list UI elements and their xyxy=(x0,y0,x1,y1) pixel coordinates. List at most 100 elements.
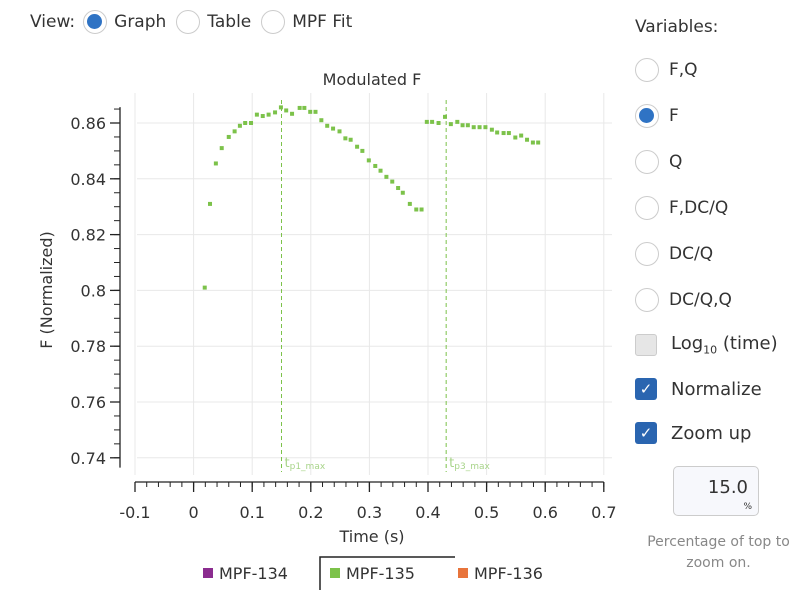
data-point xyxy=(414,207,419,212)
radio[interactable] xyxy=(635,288,659,312)
data-point xyxy=(360,148,365,153)
data-point xyxy=(302,105,307,110)
data-point xyxy=(331,126,336,131)
variables-panel: Variables: F,Q F Q F,DC/Q DC/Q DC/Q,Q Lo… xyxy=(635,17,778,455)
data-point xyxy=(430,119,435,124)
x-tick-label: 0 xyxy=(189,503,199,522)
view-option-label: Graph xyxy=(114,12,167,32)
y-axis: 0.74 0.76 0.78 0.8 0.82 0.84 0.86 xyxy=(70,107,121,468)
view-option-mpf-fit[interactable]: MPF Fit xyxy=(261,10,352,34)
data-point xyxy=(278,105,283,110)
view-option-table[interactable]: Table xyxy=(176,10,251,34)
data-point xyxy=(308,109,313,114)
data-point xyxy=(400,190,405,195)
legend-swatch xyxy=(458,568,468,578)
annotation-label: tp3_max xyxy=(449,456,490,472)
variable-option-q[interactable]: Q xyxy=(635,139,778,185)
data-point xyxy=(465,123,470,128)
variable-label: Q xyxy=(669,152,683,172)
data-point xyxy=(290,111,295,116)
legend-active-marker xyxy=(319,556,455,590)
legend-label: MPF-136 xyxy=(474,564,543,583)
variable-label: DC/Q,Q xyxy=(669,290,732,310)
radio[interactable] xyxy=(635,58,659,82)
radio-table[interactable] xyxy=(176,10,201,34)
variable-option-f-dcq[interactable]: F,DC/Q xyxy=(635,185,778,231)
log-time-checkbox-row[interactable]: Log10 (time) xyxy=(635,323,778,367)
y-tick-label: 0.86 xyxy=(70,114,106,133)
zoom-percentage-value[interactable]: 15.0 xyxy=(707,477,748,498)
data-point xyxy=(536,140,541,145)
radio-graph[interactable] xyxy=(83,10,108,34)
y-tick-label: 0.82 xyxy=(70,226,106,245)
data-point xyxy=(513,135,518,140)
zoom-up-checkbox[interactable]: ✓ xyxy=(635,422,657,444)
data-point xyxy=(366,158,371,163)
data-point xyxy=(260,114,265,119)
variable-label: F,DC/Q xyxy=(669,198,729,218)
log-time-checkbox[interactable] xyxy=(635,334,657,356)
data-point xyxy=(506,131,511,136)
normalize-label: Normalize xyxy=(671,378,762,400)
data-point xyxy=(384,174,389,179)
view-option-graph[interactable]: Graph xyxy=(83,10,166,34)
annotation-label: tp1_max xyxy=(285,456,326,472)
view-option-label: Table xyxy=(207,12,252,32)
y-tick-label: 0.74 xyxy=(70,449,106,468)
data-point xyxy=(297,105,302,110)
data-point xyxy=(232,129,237,134)
variable-label: DC/Q xyxy=(669,244,714,264)
view-option-label: MPF Fit xyxy=(292,12,353,32)
data-point xyxy=(237,123,242,128)
radio[interactable] xyxy=(635,150,659,174)
radio[interactable] xyxy=(635,196,659,220)
legend-swatch xyxy=(330,568,340,578)
normalize-checkbox[interactable]: ✓ xyxy=(635,378,657,400)
data-point xyxy=(226,134,231,139)
legend-swatch xyxy=(203,568,213,578)
grid xyxy=(134,93,612,475)
data-point xyxy=(208,201,213,206)
zoom-up-checkbox-row[interactable]: ✓ Zoom up xyxy=(635,411,778,455)
variable-label: F xyxy=(669,106,679,126)
data-point xyxy=(284,108,289,113)
data-points xyxy=(202,105,541,290)
data-point xyxy=(489,127,494,132)
data-point xyxy=(483,125,488,130)
x-tick-label: 0.1 xyxy=(239,503,264,522)
data-point xyxy=(442,114,447,119)
variable-option-dcq-q[interactable]: DC/Q,Q xyxy=(635,277,778,323)
radio-mpf-fit[interactable] xyxy=(261,10,286,34)
y-axis-label: F (Normalized) xyxy=(37,231,56,349)
data-point xyxy=(530,140,535,145)
variables-title: Variables: xyxy=(635,17,719,37)
normalize-checkbox-row[interactable]: ✓ Normalize xyxy=(635,367,778,411)
data-point xyxy=(202,285,207,290)
variable-option-dcq[interactable]: DC/Q xyxy=(635,231,778,277)
variable-option-f[interactable]: F xyxy=(635,93,778,139)
log-time-label: Log10 (time) xyxy=(671,333,778,357)
data-point xyxy=(471,125,476,130)
data-point xyxy=(219,146,224,151)
data-point xyxy=(455,119,460,124)
y-tick-label: 0.76 xyxy=(70,393,106,412)
chart-title: Modulated F xyxy=(323,70,422,89)
data-point xyxy=(254,112,259,117)
radio[interactable] xyxy=(635,104,659,128)
y-tick-label: 0.8 xyxy=(81,281,106,300)
variable-option-f-q[interactable]: F,Q xyxy=(635,47,778,93)
data-point xyxy=(477,125,482,130)
radio[interactable] xyxy=(635,242,659,266)
data-point xyxy=(373,163,378,168)
x-tick-label: 0.7 xyxy=(591,503,616,522)
data-point xyxy=(319,118,324,123)
x-tick-label: 0.4 xyxy=(415,503,440,522)
data-point xyxy=(273,110,278,115)
variable-label: F,Q xyxy=(669,60,698,80)
data-point xyxy=(460,123,465,128)
chart: Modulated F 0.740.760.780.80.820.840.86 … xyxy=(37,70,617,590)
view-selector: View: Graph Table MPF Fit xyxy=(30,10,356,34)
data-point xyxy=(390,179,395,184)
data-point xyxy=(407,201,412,206)
zoom-percentage-input[interactable]: 15.0 % xyxy=(673,466,759,516)
